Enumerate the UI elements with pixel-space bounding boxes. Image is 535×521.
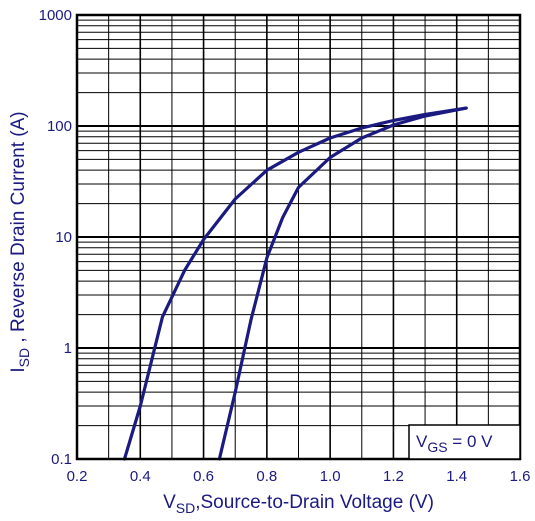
- legend-main: V: [416, 432, 428, 451]
- x-axis-label-sub: SD: [176, 500, 195, 516]
- x-tick-label: 0.6: [193, 468, 214, 485]
- x-tick-label: 0.2: [67, 468, 88, 485]
- x-tick-label: 0.8: [256, 468, 277, 485]
- y-tick-label: 100: [47, 118, 72, 135]
- x-axis-label-rest: ,Source-to-Drain Voltage (V): [195, 492, 434, 513]
- data-curves: [122, 106, 468, 461]
- y-tick-label: 1: [64, 340, 72, 357]
- series-line-2: [217, 106, 468, 461]
- x-tick-label: 1.4: [446, 468, 467, 485]
- legend-box: [408, 424, 521, 460]
- plot-frame: [75, 13, 522, 461]
- y-axis-label-rest: , Reverse Drain Current (A): [8, 111, 29, 348]
- x-tick-label: 1.0: [320, 468, 341, 485]
- legend-sub: GS: [427, 439, 447, 455]
- x-tick-label: 0.4: [130, 468, 151, 485]
- legend-text: VGS = 0 V: [416, 432, 493, 455]
- x-axis-label: VSD,Source-to-Drain Voltage (V): [163, 492, 434, 516]
- legend: VGS = 0 V: [408, 424, 521, 460]
- x-tick-label: 1.6: [510, 468, 531, 485]
- series-line-1: [122, 106, 468, 461]
- y-tick-label: 10: [55, 229, 72, 246]
- y-tick-labels: 0.1 1 10 100 1000: [39, 7, 72, 468]
- x-axis-label-main: V: [163, 492, 176, 513]
- legend-rest: = 0 V: [448, 432, 494, 451]
- y-axis-label: ISD , Reverse Drain Current (A): [8, 111, 32, 372]
- x-tick-labels: 0.2 0.4 0.6 0.8 1.0 1.2 1.4 1.6: [67, 468, 531, 485]
- y-axis-label-main: I: [8, 367, 29, 372]
- y-axis-label-sub: SD: [16, 348, 32, 367]
- y-tick-label: 0.1: [51, 451, 72, 468]
- y-tick-label: 1000: [39, 7, 72, 24]
- x-tick-label: 1.2: [383, 468, 404, 485]
